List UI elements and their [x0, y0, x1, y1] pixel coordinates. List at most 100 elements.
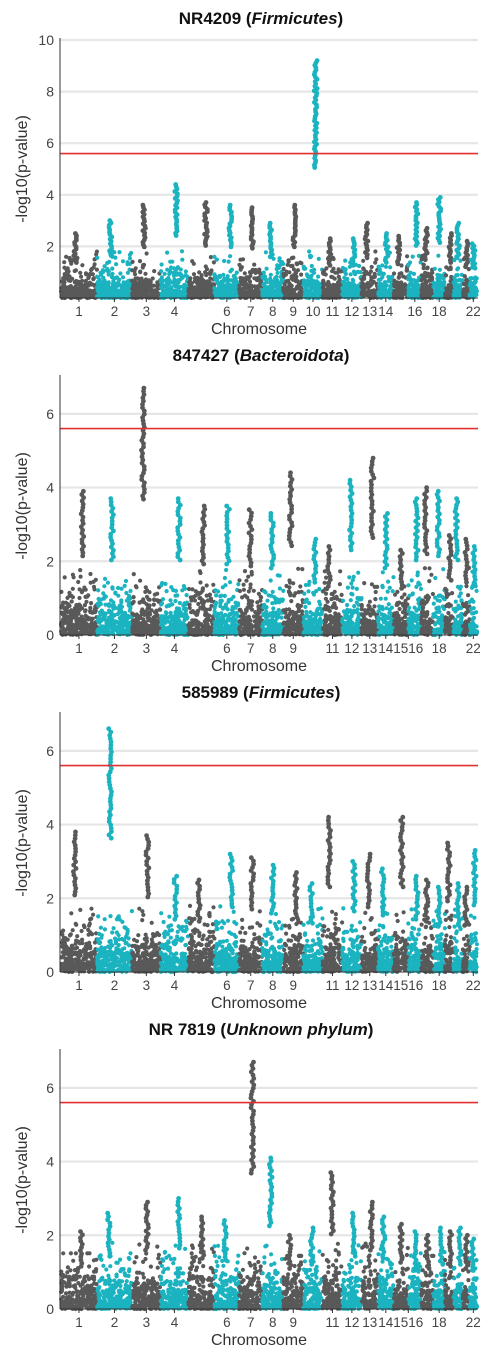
snp-point — [240, 622, 245, 627]
snp-point — [263, 287, 268, 293]
snp-point — [421, 266, 426, 271]
snp-point — [151, 602, 156, 607]
snp-point — [126, 602, 131, 607]
x-tick-label: 22 — [466, 304, 481, 319]
chromosome-5-points — [186, 200, 217, 301]
snp-point — [152, 614, 157, 619]
chromosome-14-points — [376, 231, 396, 300]
chromosome-4-points — [158, 182, 191, 301]
snp-point — [355, 269, 360, 274]
snp-point — [258, 270, 263, 276]
snp-point — [316, 256, 321, 261]
snp-point — [175, 618, 181, 623]
snp-point — [88, 605, 93, 610]
snp-point — [392, 284, 397, 289]
snp-point — [122, 283, 127, 288]
snp-point — [249, 205, 255, 211]
snp-point — [466, 267, 471, 272]
snp-point — [283, 293, 288, 298]
snp-point — [235, 630, 240, 635]
snp-point — [70, 586, 75, 591]
snp-point — [92, 622, 97, 627]
snp-point — [175, 626, 180, 632]
snp-point — [443, 273, 449, 278]
snp-point — [232, 289, 237, 294]
snp-point — [152, 269, 157, 274]
snp-point — [244, 578, 249, 583]
snp-point — [299, 272, 304, 277]
snp-point — [257, 609, 262, 615]
snp-point — [71, 575, 76, 580]
snp-point — [65, 609, 70, 615]
snp-point — [68, 617, 73, 622]
snp-point — [473, 277, 478, 282]
x-tick-label: 18 — [432, 304, 447, 319]
snp-point — [124, 622, 129, 627]
snp-point — [62, 610, 67, 615]
snp-point — [82, 618, 87, 623]
snp-point — [381, 287, 387, 292]
snp-point — [62, 272, 67, 277]
snp-point — [142, 480, 147, 486]
snp-point — [172, 277, 177, 282]
snp-point — [140, 285, 146, 290]
snp-point — [163, 581, 168, 586]
snp-point — [144, 594, 150, 599]
snp-point — [403, 288, 408, 293]
snp-point — [340, 285, 345, 290]
snp-point — [248, 286, 254, 291]
snp-point — [159, 262, 164, 267]
snp-point — [201, 606, 206, 611]
chromosome-3-points — [130, 385, 163, 637]
snp-point — [144, 293, 149, 298]
snp-point — [245, 595, 250, 600]
snp-point — [66, 278, 71, 283]
snp-point — [361, 267, 366, 272]
snp-point — [262, 292, 267, 297]
snp-point — [462, 274, 467, 279]
snp-point — [188, 292, 193, 297]
snp-point — [161, 278, 166, 283]
snp-point — [200, 291, 205, 296]
snp-point — [158, 269, 164, 274]
snp-point — [62, 260, 67, 265]
snp-point — [395, 290, 400, 295]
snp-point — [327, 236, 333, 242]
snp-point — [168, 624, 173, 629]
chart-title: 847427 (Bacteroidota) — [173, 346, 350, 365]
snp-point — [371, 290, 376, 295]
snp-point — [62, 629, 67, 634]
snp-point — [310, 282, 315, 287]
snp-point — [396, 275, 401, 280]
snp-point — [105, 580, 110, 585]
y-tick-label: 0 — [46, 627, 54, 643]
snp-point — [452, 258, 457, 263]
snp-point — [137, 600, 142, 605]
snp-point — [108, 603, 113, 608]
snp-point — [143, 585, 148, 590]
x-tick-label: 13 — [362, 304, 377, 319]
snp-point — [460, 278, 465, 283]
snp-point — [187, 605, 192, 610]
snp-point — [372, 274, 377, 279]
snp-point — [211, 582, 216, 587]
snp-point — [286, 259, 291, 264]
snp-point — [197, 270, 202, 275]
snp-point — [127, 256, 132, 261]
snp-point — [379, 282, 384, 287]
snp-point — [362, 274, 367, 279]
snp-point — [189, 627, 194, 632]
snp-point — [309, 254, 314, 259]
snp-point — [113, 276, 118, 281]
snp-point — [365, 291, 370, 296]
snp-point — [91, 579, 96, 584]
snp-point — [336, 280, 341, 285]
snp-point — [140, 607, 145, 612]
snp-point — [224, 619, 229, 624]
snp-point — [138, 626, 143, 631]
snp-point — [165, 250, 170, 255]
snp-point — [342, 290, 347, 296]
y-tick-label: 6 — [46, 406, 54, 422]
snp-point — [124, 287, 129, 292]
